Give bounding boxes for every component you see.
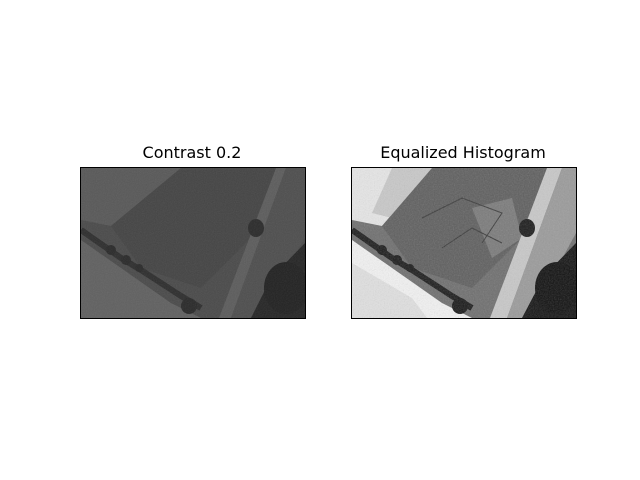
low-contrast-image	[80, 167, 306, 319]
equalized-image	[351, 167, 577, 319]
panel-title-equalized: Equalized Histogram	[380, 143, 546, 162]
panel-title-low-contrast: Contrast 0.2	[142, 143, 242, 162]
